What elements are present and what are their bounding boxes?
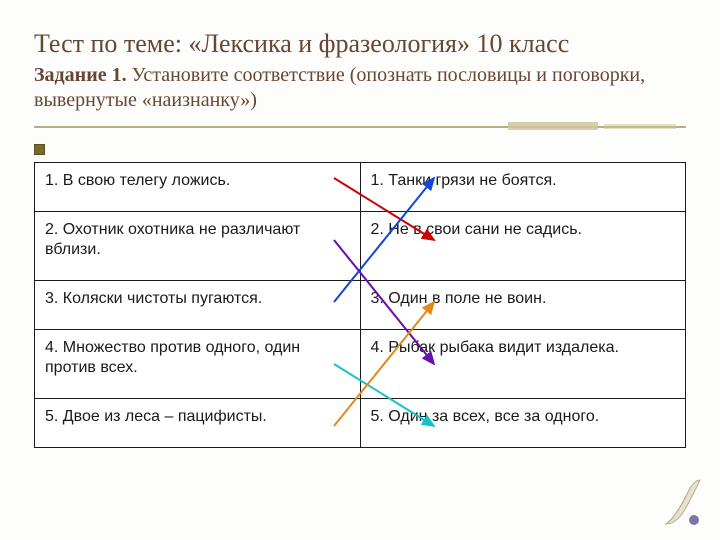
match-table-body: 1. В свою телегу ложись. 1. Танки грязи … [35,163,686,448]
task-number: Задание 1. [34,64,127,86]
right-cell: 3. Один в поле не воин. [360,281,686,330]
slide-subtitle: Задание 1. Установите соответствие (опоз… [34,63,686,113]
feather-icon [660,478,702,526]
left-cell: 1. В свою телегу ложись. [35,163,361,212]
table-row: 3. Коляски чистоты пугаются. 3. Один в п… [35,281,686,330]
divider-accent-1 [508,122,598,130]
bullet-icon [34,144,45,155]
table-row: 2. Охотник охотника не различают вблизи.… [35,212,686,281]
match-table: 1. В свою телегу ложись. 1. Танки грязи … [34,162,686,448]
slide-title: Тест по теме: «Лексика и фразеология» 10… [34,28,686,61]
table-row: 1. В свою телегу ложись. 1. Танки грязи … [35,163,686,212]
left-cell: 4. Множество против одного, один против … [35,330,361,399]
slide: Тест по теме: «Лексика и фразеология» 10… [0,0,720,540]
left-cell: 3. Коляски чистоты пугаются. [35,281,361,330]
table-row: 5. Двое из леса – пацифисты. 5. Один за … [35,399,686,448]
left-cell: 5. Двое из леса – пацифисты. [35,399,361,448]
right-cell: 1. Танки грязи не боятся. [360,163,686,212]
table-row: 4. Множество против одного, один против … [35,330,686,399]
divider-accent-2 [604,124,676,129]
right-cell: 4. Рыбак рыбака видит издалека. [360,330,686,399]
left-cell: 2. Охотник охотника не различают вблизи. [35,212,361,281]
task-text: Установите соответствие (опознать послов… [34,64,645,111]
right-cell: 5. Один за всех, все за одного. [360,399,686,448]
divider [34,122,686,132]
right-cell: 2. Не в свои сани не садись. [360,212,686,281]
